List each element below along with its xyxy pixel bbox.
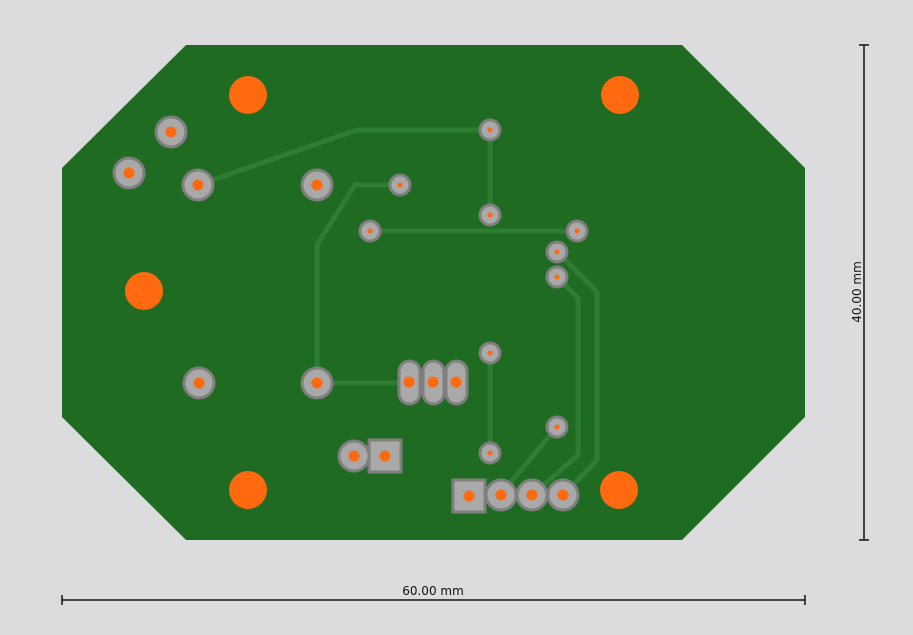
trace bbox=[554, 249, 600, 498]
via-drill bbox=[554, 249, 560, 255]
via-drill bbox=[554, 274, 560, 280]
via-drill bbox=[487, 450, 493, 456]
via-drill bbox=[554, 424, 560, 430]
drill-hole bbox=[450, 376, 462, 388]
drill-hole bbox=[192, 179, 204, 191]
mounting-hole bbox=[125, 272, 163, 310]
drill-hole bbox=[311, 377, 323, 389]
drill-hole bbox=[495, 489, 507, 501]
drill-hole bbox=[348, 450, 360, 462]
mounting-hole bbox=[600, 471, 638, 509]
mounting-hole bbox=[229, 76, 267, 114]
drill-hole bbox=[526, 489, 538, 501]
drill-hole bbox=[311, 179, 323, 191]
trace bbox=[314, 182, 411, 386]
height-dimension: 40.00 mm bbox=[850, 44, 869, 541]
drill-hole bbox=[427, 376, 439, 388]
drill-hole bbox=[165, 126, 177, 138]
drill-hole bbox=[403, 376, 415, 388]
via-drill bbox=[487, 127, 493, 133]
drills bbox=[123, 126, 580, 502]
via-drill bbox=[574, 228, 580, 234]
trace bbox=[529, 274, 581, 498]
drill-hole bbox=[463, 490, 475, 502]
width-label: 60.00 mm bbox=[402, 584, 464, 598]
mounting-hole bbox=[229, 471, 267, 509]
drill-hole bbox=[379, 450, 391, 462]
height-label: 40.00 mm bbox=[850, 261, 864, 323]
mounting-hole bbox=[601, 76, 639, 114]
traces bbox=[195, 127, 600, 498]
drill-hole bbox=[557, 489, 569, 501]
drill-hole bbox=[193, 377, 205, 389]
via-drill bbox=[367, 228, 373, 234]
drill-hole bbox=[123, 167, 135, 179]
trace bbox=[195, 127, 493, 218]
via-drill bbox=[487, 350, 493, 356]
square-pads bbox=[367, 438, 487, 514]
mounting-holes bbox=[125, 76, 639, 509]
width-dimension: 60.00 mm bbox=[61, 584, 806, 605]
via-drill bbox=[487, 212, 493, 218]
via-drill bbox=[397, 182, 403, 188]
